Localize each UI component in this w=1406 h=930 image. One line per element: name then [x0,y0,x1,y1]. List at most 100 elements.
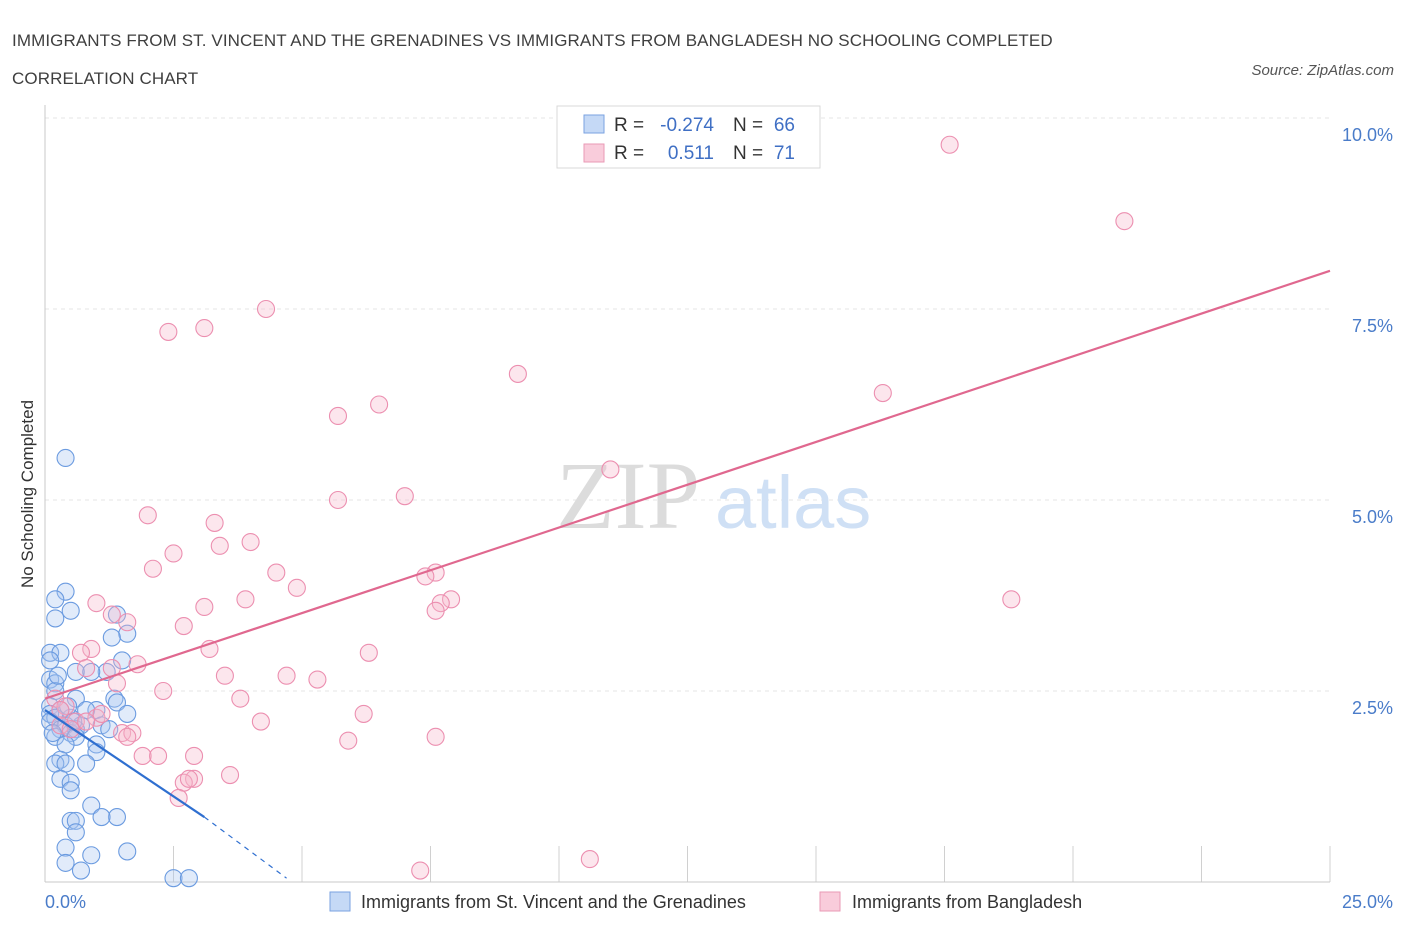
bangladesh-point [87,594,106,613]
bangladesh-point [339,731,358,750]
bangladesh-point [601,460,620,479]
chart-title-line1: IMMIGRANTS FROM ST. VINCENT AND THE GREN… [12,31,1053,50]
stvincent-point [61,773,80,792]
stvincent-point [179,869,198,888]
stvincent-point [51,643,70,662]
bangladesh-point [411,861,430,880]
y-tick-label: 2.5% [1352,698,1393,718]
bangladesh-point [267,563,286,582]
bangladesh-point [133,746,152,765]
bangladesh-point [164,544,183,563]
bangladesh-point [195,319,214,338]
y-tick-label: 10.0% [1342,125,1393,145]
bangladesh-point [287,578,306,597]
bangladesh-point [308,670,327,689]
bangladesh-point [328,490,348,510]
y-axis-tick-labels: 2.5% 5.0% 7.5% 10.0% [1342,125,1393,718]
stvincent-point [107,605,127,624]
stvincent-point [56,754,75,773]
bangladesh-point [416,567,435,586]
stvincent-point [77,754,96,773]
bangladesh-point [118,613,137,632]
stvincent-point [66,662,85,681]
stats-blue-r-label: R = [614,115,644,136]
bangladesh-point [185,769,204,788]
stats-pink-n-value: 71 [774,143,795,164]
y-axis-label: No Schooling Completed [18,400,37,588]
bangladesh-point [71,643,91,662]
gridlines [45,117,1330,692]
x-tick-label-min: 0.0% [45,892,86,912]
legend-blue-label[interactable]: Immigrants from St. Vincent and the Gren… [361,892,746,912]
stvincent-point [43,723,62,743]
bangladesh-point [354,704,373,723]
x-tick-label-max: 25.0% [1342,892,1393,912]
bangladesh-point [154,681,173,701]
bangladesh-trend-line [44,269,1331,700]
stvincent-point [46,590,65,609]
bangladesh-point [1115,212,1134,231]
bangladesh-point [102,605,121,624]
bangladesh-point [426,601,445,620]
stats-pink-n-label: N = [733,143,763,164]
stvincent-point [113,651,132,670]
bangladesh-point [143,559,162,578]
stats-blue-r-value: -0.274 [660,115,714,136]
chart-title: IMMIGRANTS FROM ST. VINCENT AND THE GREN… [12,22,1212,98]
bangladesh-point [77,659,96,678]
legend-pink-swatch[interactable] [819,891,841,912]
stvincent-point [61,601,80,620]
bangladesh-point [370,395,389,414]
stats-box: R = -0.274 N = 66 R = 0.511 N = 71 [556,105,821,169]
legend: Immigrants from St. Vincent and the Gren… [329,891,1082,912]
stvincent-point [56,582,75,601]
bangladesh-point [205,513,224,532]
bangladesh-point [236,590,255,609]
stats-blue-swatch [583,114,605,134]
stvincent-point [102,628,121,647]
watermark-atlas: atlas [715,461,871,544]
bangladesh-point [179,769,198,788]
bangladesh-point [82,639,101,659]
bangladesh-point [277,666,296,685]
stvincent-point [46,609,65,628]
stvincent-point [82,796,101,815]
bangladesh-point [220,765,240,785]
bangladesh-point [508,364,527,383]
bangladesh-point [159,322,178,341]
stvincent-point [48,666,67,685]
watermark: ZIP atlas [556,442,871,549]
bangladesh-point [174,617,193,636]
bangladesh-point [873,383,892,403]
bangladesh-point [442,590,461,609]
stvincent-point [61,781,80,800]
bangladesh-point [51,701,70,720]
bangladesh-point [1002,590,1021,609]
stats-blue-n-value: 66 [774,115,795,136]
bangladesh-point [580,850,599,869]
chart-title-line2: CORRELATION CHART [12,69,199,88]
bangladesh-point [231,689,250,708]
x-axis-ticks [44,846,1331,882]
stvincent-point [56,853,75,872]
chart-source: Source: ZipAtlas.com [1251,62,1394,79]
stvincent-point [66,689,85,708]
bangladesh-point [426,727,445,746]
bangladesh-point [940,135,959,154]
bangladesh-point [210,536,229,555]
bangladesh-point [328,406,348,426]
stvincent-point [107,693,127,712]
bangladesh-point [118,727,137,746]
watermark-zip: ZIP [556,442,700,549]
y-tick-label: 5.0% [1352,507,1393,527]
stats-pink-r-label: R = [614,143,644,164]
stvincent-point [66,823,85,842]
legend-pink-label[interactable]: Immigrants from Bangladesh [852,892,1082,912]
stvincent-point [51,769,70,788]
stats-blue-n-label: N = [733,115,763,136]
stvincent-point [92,808,111,827]
bangladesh-point [149,746,168,765]
legend-blue-swatch[interactable] [329,891,351,912]
bangladesh-point [185,746,204,765]
bangladesh-point [395,487,414,506]
